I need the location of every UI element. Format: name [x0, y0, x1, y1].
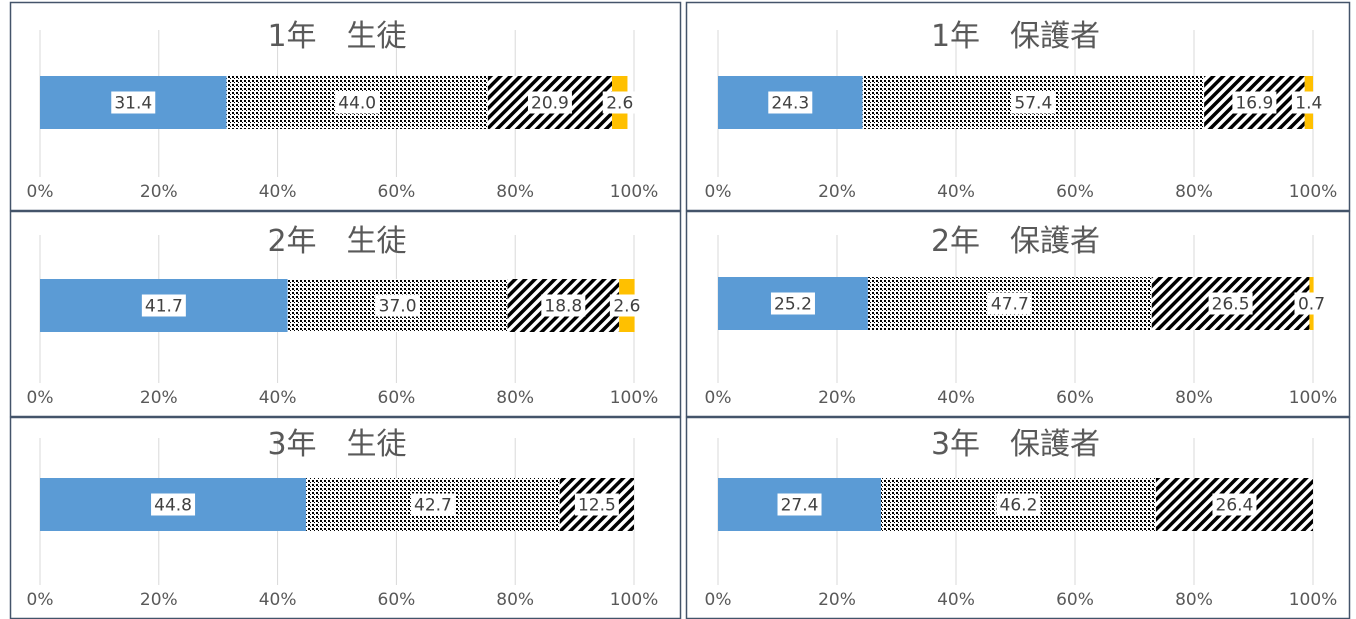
tick-label: 20%: [818, 590, 856, 610]
data-label: 0.7: [1298, 295, 1325, 315]
tick-label: 80%: [496, 182, 534, 202]
tick-label: 100%: [1289, 182, 1338, 202]
tick-label: 80%: [1175, 388, 1213, 408]
chart-panel-1: 1年 生徒 0% 20% 40% 60% 80% 100% 31.4 44.0 20.9 2.6: [9, 1, 682, 212]
data-label-background: [527, 91, 572, 114]
tick-label: 40%: [937, 182, 975, 202]
tick-label: 40%: [259, 388, 297, 408]
chart-title: 3年 生徒: [267, 427, 406, 462]
data-label-background: [141, 294, 186, 317]
data-label: 44.0: [338, 94, 376, 114]
data-label: 42.7: [414, 496, 452, 516]
tick-label: 0%: [705, 388, 732, 408]
data-label-background: [602, 91, 637, 114]
tick-label: 60%: [378, 182, 416, 202]
chart-title: 1年 生徒: [267, 19, 406, 54]
data-label: 47.7: [991, 295, 1029, 315]
data-label-background: [770, 292, 815, 315]
data-label: 26.5: [1212, 295, 1250, 315]
tick-label: 0%: [27, 182, 54, 202]
data-label-background: [1294, 292, 1329, 315]
tick-label: 40%: [937, 388, 975, 408]
tick-label: 0%: [705, 182, 732, 202]
chart-panel-4: 2年 保護者 0% 20% 40% 60% 80% 100% 25.2 47.7 26.5 0.7: [685, 210, 1351, 418]
tick-label: 80%: [1175, 590, 1213, 610]
tick-label: 100%: [610, 388, 659, 408]
tick-label: 60%: [378, 590, 416, 610]
data-label-background: [987, 292, 1032, 315]
data-label: 24.3: [771, 94, 809, 114]
data-label: 12.5: [578, 496, 616, 516]
data-label-background: [410, 493, 455, 516]
data-label: 27.4: [781, 496, 819, 516]
tick-label: 0%: [27, 590, 54, 610]
data-label: 57.4: [1014, 94, 1052, 114]
tick-label: 80%: [496, 590, 534, 610]
data-label: 2.6: [613, 297, 640, 317]
tick-label: 60%: [1056, 388, 1094, 408]
data-label: 44.8: [154, 496, 192, 516]
tick-label: 60%: [1056, 590, 1094, 610]
data-label-background: [335, 91, 380, 114]
tick-label: 60%: [1056, 182, 1094, 202]
data-label-background: [1232, 91, 1277, 114]
data-label-background: [609, 294, 644, 317]
chart-panel-3: 2年 生徒 0% 20% 40% 60% 80% 100% 41.7 37.0 18.8 2.6: [9, 210, 682, 418]
tick-label: 80%: [1175, 182, 1213, 202]
chart-panel-2: 1年 保護者 0% 20% 40% 60% 80% 100% 24.3 57.4 16.9 1.4: [685, 1, 1351, 212]
data-label-background: [375, 294, 420, 317]
chart-panel-6: 3年 保護者 0% 20% 40% 60% 80% 100% 27.4 46.2 26.4: [685, 416, 1351, 619]
data-label-background: [1212, 493, 1257, 516]
data-label-background: [1291, 91, 1326, 114]
tick-label: 20%: [818, 182, 856, 202]
tick-label: 0%: [27, 388, 54, 408]
tick-label: 40%: [259, 182, 297, 202]
data-label: 46.2: [1000, 496, 1038, 516]
data-label: 20.9: [531, 94, 569, 114]
tick-label: 60%: [378, 388, 416, 408]
data-label: 16.9: [1235, 94, 1273, 114]
tick-label: 20%: [140, 182, 178, 202]
data-label: 1.4: [1295, 94, 1322, 114]
tick-label: 100%: [1289, 590, 1338, 610]
tick-label: 100%: [1289, 388, 1338, 408]
tick-label: 80%: [496, 388, 534, 408]
chart-title: 2年 保護者: [931, 224, 1100, 259]
chart-panel-5: 3年 生徒 0% 20% 40% 60% 80% 100% 44.8 42.7 12.5: [9, 416, 682, 619]
data-label: 41.7: [145, 297, 183, 317]
data-label: 31.4: [114, 94, 152, 114]
tick-label: 100%: [610, 590, 659, 610]
data-label-background: [151, 493, 196, 516]
tick-label: 40%: [259, 590, 297, 610]
tick-label: 20%: [140, 590, 178, 610]
data-label-background: [1011, 91, 1056, 114]
data-label-background: [1208, 292, 1253, 315]
data-label-background: [996, 493, 1041, 516]
chart-title: 2年 生徒: [267, 224, 406, 259]
data-label: 37.0: [379, 297, 417, 317]
data-label-background: [541, 294, 586, 317]
data-label: 2.6: [606, 94, 633, 114]
chart-title: 1年 保護者: [931, 19, 1100, 54]
data-label-background: [111, 91, 156, 114]
data-label: 25.2: [774, 295, 812, 315]
data-label: 18.8: [544, 297, 582, 317]
tick-label: 20%: [818, 388, 856, 408]
tick-label: 20%: [140, 388, 178, 408]
chart-title: 3年 保護者: [931, 427, 1100, 462]
data-label-background: [768, 91, 813, 114]
data-label-background: [777, 493, 822, 516]
tick-label: 0%: [705, 590, 732, 610]
tick-label: 40%: [937, 590, 975, 610]
data-label-background: [574, 493, 619, 516]
tick-label: 100%: [610, 182, 659, 202]
data-label: 26.4: [1216, 496, 1254, 516]
